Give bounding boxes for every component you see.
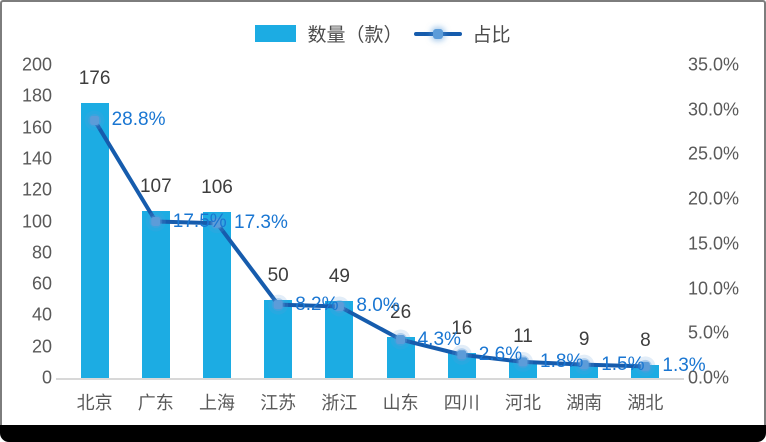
bar xyxy=(264,299,293,378)
x-axis-label: 山东 xyxy=(382,393,419,413)
bar-series-swatch-icon xyxy=(255,25,297,42)
legend-label-ratio: 占比 xyxy=(472,25,511,46)
y-axis-left-tick: 0 xyxy=(41,367,52,388)
x-axis-label: 湖北 xyxy=(627,393,664,413)
y-axis-right-tick: 35.0% xyxy=(688,54,740,75)
y-axis-right-tick: 25.0% xyxy=(688,143,740,164)
x-axis-label: 上海 xyxy=(199,393,235,413)
chart-canvas: 数量（款） 占比 0 20 40 60 80 100 120 140 160 180 200 0.0%… xyxy=(0,0,766,425)
chart-legend: 数量（款） 占比 xyxy=(2,20,764,47)
line-value-label: 8.0% xyxy=(356,295,400,317)
y-axis-right-tick: 5.0% xyxy=(688,322,730,343)
x-axis-line xyxy=(56,378,684,380)
bar-value-label: 106 xyxy=(201,177,233,199)
line-value-label: 4.3% xyxy=(417,328,461,350)
bar xyxy=(203,212,231,378)
y-axis-right-tick: 30.0% xyxy=(688,99,740,120)
ratio-line xyxy=(92,118,648,369)
bar xyxy=(80,102,109,378)
bar-value-label: 50 xyxy=(267,264,289,286)
y-axis-left-tick: 180 xyxy=(21,85,52,106)
bar xyxy=(447,352,476,378)
y-axis-left-tick: 20 xyxy=(31,336,52,357)
x-axis-label: 河北 xyxy=(505,393,541,413)
x-axis-label: 北京 xyxy=(76,393,113,413)
y-axis-left-tick: 140 xyxy=(21,148,52,169)
line-value-label: 2.6% xyxy=(478,343,523,365)
y-axis-left-tick: 80 xyxy=(31,242,52,263)
bar-value-label: 176 xyxy=(78,67,111,89)
y-axis-left-tick: 100 xyxy=(21,211,52,231)
line-value-label: 1.8% xyxy=(540,350,584,372)
x-axis-label: 广东 xyxy=(137,393,174,413)
y-axis-left-tick: 160 xyxy=(21,117,52,138)
x-axis-label: 浙江 xyxy=(321,393,358,413)
bar xyxy=(386,337,415,378)
ratio-line-layer xyxy=(84,110,656,377)
line-value-label: 17.5% xyxy=(172,210,227,232)
y-axis-left-tick: 120 xyxy=(21,179,52,200)
plot-area: 0 20 40 60 80 100 120 140 160 180 200 0.0% 5.0% 10.0%… xyxy=(2,2,764,425)
y-axis-left-tick: 40 xyxy=(31,304,52,325)
x-axis-label: 江苏 xyxy=(260,393,297,413)
bar-value-label: 8 xyxy=(640,330,651,352)
line-value-label: 17.3% xyxy=(234,212,288,234)
y-axis-right-tick: 20.0% xyxy=(688,188,740,209)
line-value-label: 28.8% xyxy=(111,109,166,131)
bar-value-label: 107 xyxy=(139,175,172,197)
line-value-label: 1.5% xyxy=(601,353,645,375)
bar xyxy=(631,365,660,378)
x-axis-label: 湖南 xyxy=(566,393,603,413)
legend-line-marker xyxy=(432,28,443,39)
line-value-label: 1.3% xyxy=(662,355,706,377)
y-axis-right-tick: 10.0% xyxy=(688,278,740,299)
y-axis-right-tick: 0.0% xyxy=(688,367,730,388)
legend-label-quantity: 数量（款） xyxy=(307,25,403,46)
bar-value-label: 9 xyxy=(578,328,590,350)
line-series-swatch-icon xyxy=(413,25,462,43)
line-value-label: 8.2% xyxy=(295,293,339,315)
y-axis-right-tick: 15.0% xyxy=(688,233,740,254)
bar xyxy=(141,210,170,378)
x-axis-label: 四川 xyxy=(443,393,480,413)
bar-value-label: 49 xyxy=(328,266,350,288)
window-bottom-bar xyxy=(0,425,766,442)
y-axis-left-tick: 200 xyxy=(21,54,52,75)
y-axis-left-tick: 60 xyxy=(31,273,52,294)
